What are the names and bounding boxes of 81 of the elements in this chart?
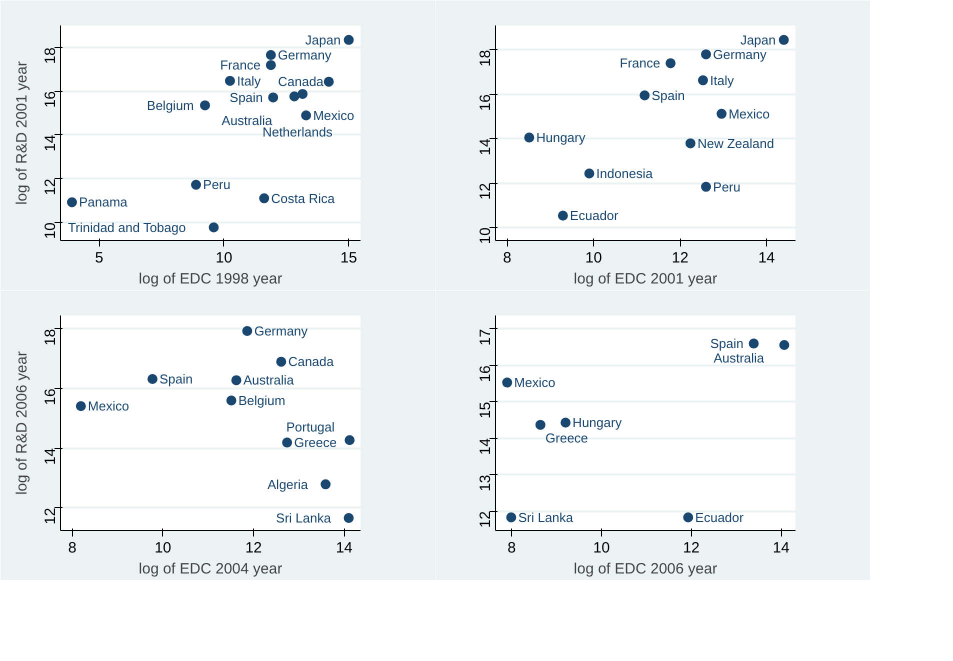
x-tick-label: 8 — [503, 250, 512, 266]
y-tick-label: 14 — [477, 138, 494, 156]
annotation: Hungary — [536, 130, 586, 146]
annotation: Belgium — [146, 98, 194, 113]
annotation: Germany — [254, 324, 308, 339]
y-tick-label: 10 — [42, 222, 59, 240]
y-tick-label: 18 — [477, 50, 494, 67]
y-tick-label: 17 — [477, 328, 494, 346]
annotation: Spain — [652, 88, 685, 103]
annotation: Italy — [710, 72, 734, 88]
x-tick-label: 10 — [585, 250, 602, 266]
annotation: Canada — [278, 74, 324, 90]
y-tick-label: 18 — [42, 47, 59, 64]
annotation: Japan — [305, 32, 341, 48]
x-axis-title: log of EDC 2006 year — [574, 560, 718, 578]
annotation: Australia — [714, 350, 765, 366]
annotation: Ecuador — [695, 510, 744, 525]
y-tick-label: 13 — [477, 474, 494, 492]
annotation: Sri Lanka — [518, 510, 574, 525]
annotation: Japan — [740, 32, 776, 48]
x-tick-label: 5 — [95, 250, 104, 266]
annotation: Italy — [236, 73, 262, 88]
annotation: Trinidad and Tobago — [68, 220, 186, 235]
annotation: Australia — [243, 372, 295, 388]
annotation: Mexico — [728, 106, 770, 122]
y-tick-label: 18 — [42, 328, 59, 346]
y-tick-label: 16 — [477, 94, 494, 111]
annotation: Algeria — [268, 476, 309, 492]
x-tick-label: 12 — [672, 250, 688, 266]
y-tick-label: 14 — [42, 448, 59, 465]
x-tick-label: 14 — [336, 540, 353, 556]
annotation: Mexico — [88, 398, 130, 414]
annotation: Greece — [545, 430, 588, 446]
x-tick-label: 14 — [772, 540, 790, 556]
annotation: Germany — [713, 46, 767, 62]
annotation: Greece — [294, 435, 337, 450]
y-tick-label: 12 — [477, 183, 494, 200]
annotation: New Zealand — [697, 136, 774, 151]
annotation: Canada — [288, 354, 335, 370]
y-tick-label: 12 — [477, 511, 494, 528]
x-axis-title: log of EDC 2004 year — [138, 560, 282, 578]
y-tick-label: 14 — [477, 438, 494, 455]
annotation: Mexico — [313, 108, 354, 123]
y-axis-title: log of R&D 2001 year — [14, 61, 30, 205]
y-tick-label: 16 — [42, 91, 59, 108]
annotation: Indonesia — [596, 166, 654, 181]
annotation: Peru — [203, 177, 230, 192]
x-tick-label: 10 — [593, 540, 610, 556]
y-tick-label: 12 — [42, 508, 59, 525]
annotation: Spain — [710, 336, 744, 352]
annotation: Hungary — [572, 415, 622, 430]
annotation: France — [220, 58, 261, 73]
annotation: Peru — [713, 179, 740, 194]
y-tick-label: 12 — [42, 178, 59, 196]
y-tick-label: 15 — [477, 402, 494, 419]
y-tick-label: 14 — [42, 134, 59, 152]
annotation: France — [620, 56, 660, 71]
annotation: Germany — [278, 48, 332, 63]
x-axis-title: log of EDC 1998 year — [138, 270, 282, 288]
x-tick-label: 8 — [507, 540, 516, 556]
annotation: Portugal — [286, 420, 335, 435]
annotation: Belgium — [238, 392, 286, 408]
x-tick-label: 10 — [154, 540, 172, 556]
x-tick-label: 12 — [682, 540, 700, 556]
annotation: Spain — [230, 90, 263, 105]
y-tick-label: 10 — [477, 227, 494, 244]
x-tick-label: 12 — [245, 540, 262, 556]
annotation: Spain — [159, 372, 193, 387]
annotation: Costa Rica — [271, 190, 336, 206]
y-tick-label: 16 — [477, 365, 494, 382]
annotation: Ecuador — [570, 208, 620, 224]
y-tick-label: 16 — [42, 388, 59, 406]
annotation: Mexico — [514, 375, 556, 390]
x-axis-title: log of EDC 2001 year — [574, 270, 718, 288]
annotation: Sri Lanka — [276, 510, 332, 526]
x-tick-label: 8 — [68, 540, 76, 556]
annotation: Panama — [78, 194, 128, 210]
x-tick-label: 10 — [216, 250, 232, 266]
y-axis-title: log of R&D 2006 year — [14, 351, 30, 495]
x-tick-label: 15 — [340, 250, 358, 266]
x-tick-label: 14 — [758, 250, 775, 266]
